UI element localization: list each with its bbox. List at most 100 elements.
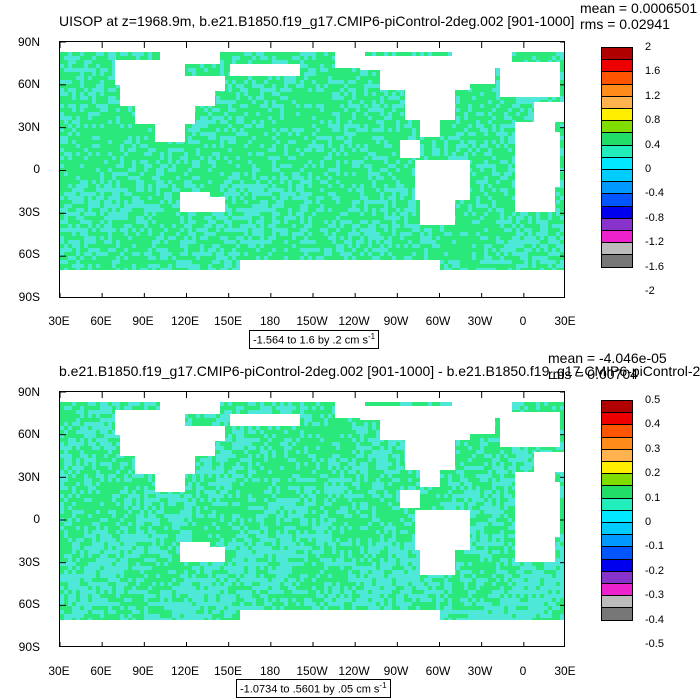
field-cell [264, 104, 268, 108]
field-cell [344, 240, 348, 244]
field-cell [116, 216, 120, 220]
field-cell [464, 232, 468, 236]
field-cell [248, 140, 252, 144]
field-cell [284, 196, 288, 200]
field-cell [76, 430, 80, 434]
field-cell [88, 482, 92, 486]
field-cell [500, 216, 504, 220]
field-cell [124, 152, 128, 156]
field-cell [80, 84, 84, 88]
field-cell [304, 196, 308, 200]
field-cell [392, 104, 396, 108]
field-cell [508, 164, 512, 168]
land-mask [240, 260, 440, 280]
field-cell [372, 550, 376, 554]
field-cell [484, 510, 488, 514]
field-cell [288, 478, 292, 482]
field-cell [244, 172, 248, 176]
field-cell [216, 486, 220, 490]
field-cell [248, 184, 252, 188]
field-cell [528, 96, 532, 100]
field-cell [380, 244, 384, 248]
field-cell [144, 220, 148, 224]
field-cell [140, 510, 144, 514]
field-cell [392, 152, 396, 156]
field-cell [272, 148, 276, 152]
field-cell [128, 542, 132, 546]
field-cell [100, 410, 104, 414]
field-cell [108, 224, 112, 228]
field-cell [496, 72, 500, 76]
field-cell [84, 68, 88, 72]
field-cell [404, 542, 408, 546]
field-cell [452, 494, 456, 498]
field-cell [136, 180, 140, 184]
field-cell [156, 176, 160, 180]
field-cell [256, 52, 260, 56]
field-cell [328, 168, 332, 172]
field-cell [356, 494, 360, 498]
field-cell [384, 144, 388, 148]
field-cell [104, 462, 108, 466]
field-cell [396, 490, 400, 494]
field-cell [384, 92, 388, 96]
field-cell [524, 264, 528, 268]
field-cell [476, 494, 480, 498]
field-cell [292, 554, 296, 558]
field-cell [80, 256, 84, 260]
x-tick-label: 120E [170, 314, 200, 328]
field-cell [392, 442, 396, 446]
field-cell [204, 216, 208, 220]
field-cell [60, 164, 64, 168]
field-cell [196, 506, 200, 510]
field-cell [508, 478, 512, 482]
field-cell [336, 510, 340, 514]
field-cell [476, 498, 480, 502]
field-cell [288, 132, 292, 136]
field-cell [364, 200, 368, 204]
land-mask [415, 72, 445, 94]
field-cell [224, 486, 228, 490]
field-cell [400, 550, 404, 554]
field-cell [64, 522, 68, 526]
field-cell [144, 136, 148, 140]
field-cell [412, 228, 416, 232]
field-cell [188, 486, 192, 490]
field-cell [224, 204, 228, 208]
field-cell [316, 196, 320, 200]
field-cell [260, 542, 264, 546]
field-cell [244, 88, 248, 92]
field-cell [100, 252, 104, 256]
field-cell [528, 116, 532, 120]
field-cell [152, 498, 156, 502]
field-cell [384, 140, 388, 144]
field-cell [188, 68, 192, 72]
field-cell [248, 236, 252, 240]
field-cell [212, 248, 216, 252]
field-cell [392, 108, 396, 112]
field-cell [552, 240, 556, 244]
field-cell [492, 486, 496, 490]
field-cell [248, 506, 252, 510]
field-cell [260, 430, 264, 434]
field-cell [176, 212, 180, 216]
field-cell [328, 248, 332, 252]
field-cell [116, 260, 120, 264]
field-cell [256, 232, 260, 236]
field-cell [76, 196, 80, 200]
field-cell [564, 426, 565, 430]
field-cell [192, 474, 196, 478]
field-cell [504, 176, 508, 180]
field-cell [236, 164, 240, 168]
field-cell [80, 216, 84, 220]
field-cell [332, 112, 336, 116]
field-cell [64, 120, 68, 124]
field-cell [92, 446, 96, 450]
field-cell [148, 502, 152, 506]
field-cell [304, 406, 308, 410]
field-cell [260, 450, 264, 454]
field-cell [76, 538, 80, 542]
field-cell [356, 108, 360, 112]
field-cell [68, 116, 72, 120]
field-cell [564, 510, 565, 514]
